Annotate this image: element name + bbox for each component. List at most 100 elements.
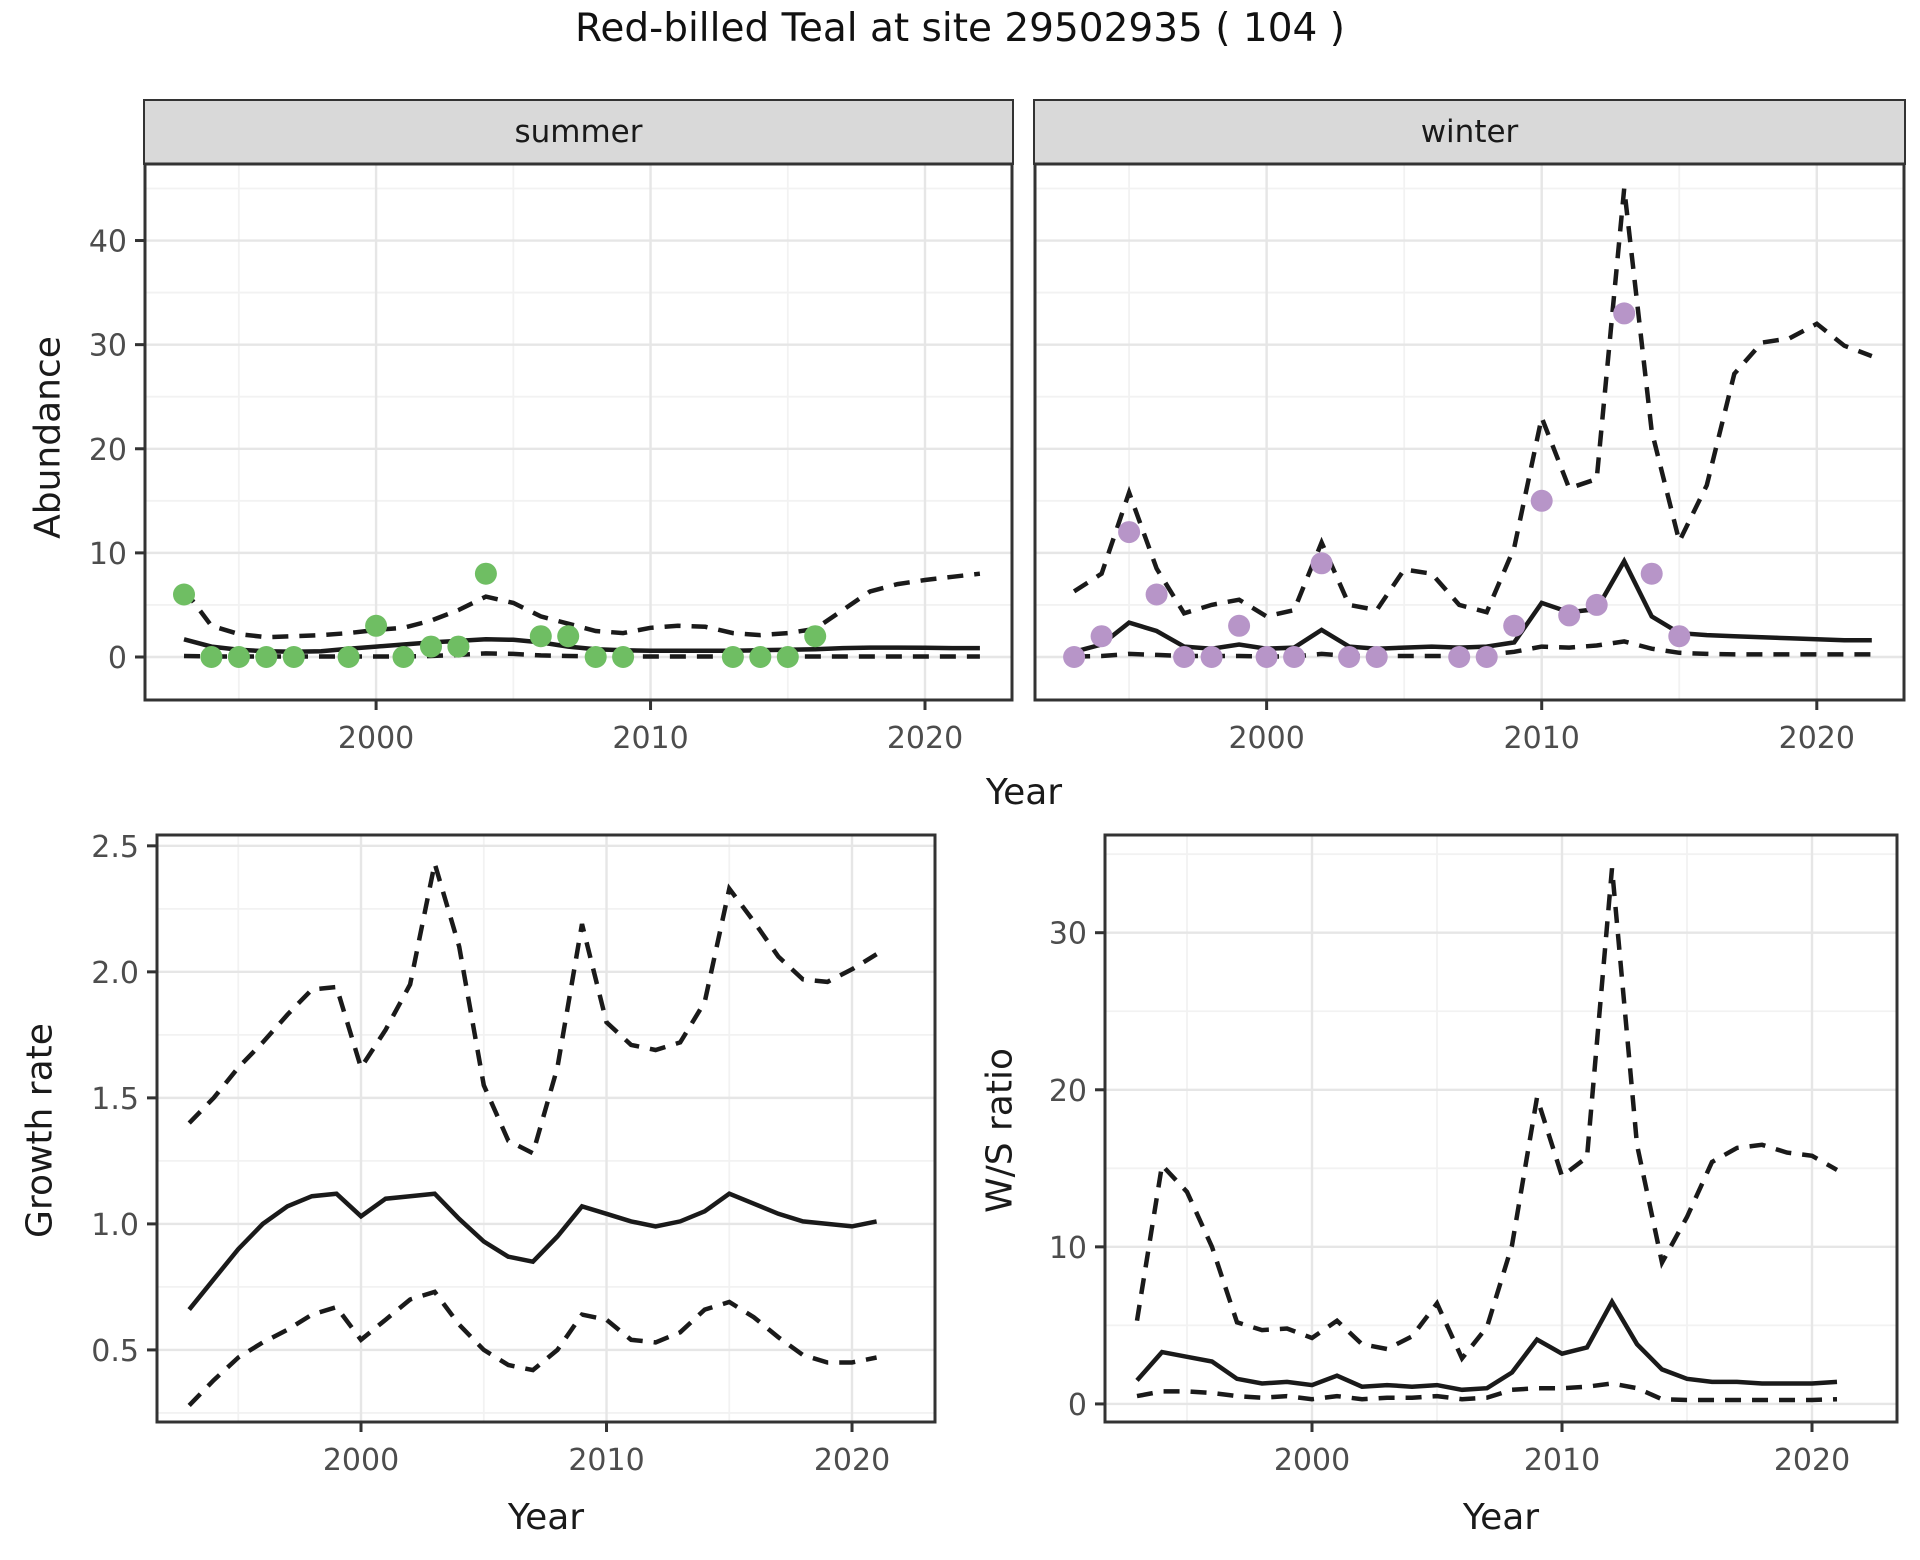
fitted_mean-line bbox=[1135, 1297, 1838, 1393]
axis-ticks: 2000 2010 2020 0.5 1.0 1.5 2.0 2.5 bbox=[91, 830, 890, 1478]
growth-rate-axis-label: Growth rate bbox=[19, 1023, 61, 1238]
axis-ticks: 2000 2010 2020 0 10 20 30 bbox=[1049, 917, 1850, 1478]
grid-minor bbox=[145, 164, 1012, 700]
observed-point bbox=[365, 614, 388, 637]
panel-background bbox=[145, 164, 1012, 700]
abundance-axis-label: Abundance bbox=[27, 336, 69, 539]
observed-point bbox=[584, 646, 607, 668]
x-tick-label: 2000 bbox=[323, 1443, 399, 1478]
axis-ticks: 2000 2010 2020 0 10 20 30 40 bbox=[89, 225, 963, 756]
year-axis-label-top: Year bbox=[985, 772, 1063, 813]
x-tick-label: 2010 bbox=[568, 1443, 644, 1478]
winter-abundance-plot: 2000 2010 2020 bbox=[1033, 162, 1906, 756]
observed-point bbox=[337, 646, 360, 668]
x-tick-label: 2000 bbox=[338, 721, 414, 756]
observed-point bbox=[1338, 646, 1361, 668]
abundance-summer-svg: 2000 2010 2020 0 10 20 30 40 bbox=[89, 162, 1014, 756]
observed-point bbox=[1145, 583, 1168, 606]
observed-point bbox=[420, 635, 442, 658]
year-axis-label-ws: Year bbox=[1462, 1497, 1540, 1538]
observed-point bbox=[1173, 646, 1196, 668]
lower_ci-line bbox=[1136, 1381, 1838, 1403]
grid-major bbox=[157, 835, 935, 1422]
observed-point bbox=[1063, 646, 1086, 668]
y-tick-label: 30 bbox=[1049, 917, 1087, 952]
observed-point bbox=[749, 646, 772, 668]
observed-point bbox=[227, 646, 250, 668]
panel-border bbox=[1103, 833, 1899, 1424]
upper_ci-line bbox=[1072, 188, 1873, 619]
observed-point bbox=[1200, 646, 1223, 668]
x-tick-label: 2000 bbox=[1274, 1443, 1350, 1478]
growth-rate-plot: 2000 2010 2020 0.5 1.0 1.5 2.0 2.5 bbox=[91, 830, 937, 1478]
grid-minor bbox=[157, 835, 935, 1422]
panel-background bbox=[157, 835, 935, 1422]
observed-point bbox=[1090, 625, 1113, 648]
observed-point bbox=[392, 646, 415, 668]
observed-point bbox=[1558, 604, 1581, 627]
observed-point bbox=[529, 625, 552, 648]
y-tick-label: 30 bbox=[89, 329, 127, 364]
observed-point bbox=[1585, 593, 1608, 616]
observed-point bbox=[255, 646, 278, 668]
observed-point bbox=[1613, 302, 1636, 325]
observed-point bbox=[1668, 625, 1691, 648]
observed-point bbox=[447, 635, 470, 658]
observed-point bbox=[1448, 646, 1471, 668]
x-tick-label: 2020 bbox=[887, 721, 963, 756]
observed-point bbox=[776, 646, 799, 668]
y-tick-label: 0 bbox=[1068, 1388, 1087, 1423]
observed-point bbox=[200, 646, 223, 668]
y-tick-label: 0.5 bbox=[91, 1334, 139, 1369]
year-axis-label-growth: Year bbox=[507, 1497, 585, 1538]
observed-point bbox=[1530, 489, 1553, 512]
x-tick-label: 2010 bbox=[1524, 1443, 1600, 1478]
observed-point bbox=[1255, 646, 1278, 668]
upper_ci-line bbox=[187, 862, 878, 1157]
observed-point bbox=[1475, 646, 1498, 668]
grid-major bbox=[1105, 835, 1897, 1422]
x-tick-label: 2020 bbox=[1779, 721, 1855, 756]
observed-point bbox=[804, 625, 827, 648]
fitted_mean-line bbox=[187, 1191, 878, 1312]
facet-strip-summer-label: summer bbox=[514, 114, 643, 150]
lower_ci-line bbox=[183, 651, 980, 659]
chart-title: Red-billed Teal at site 29502935 ( 104 ) bbox=[575, 6, 1345, 51]
ws-ratio-axis-label: W/S ratio bbox=[979, 1047, 1021, 1214]
x-tick-label: 2000 bbox=[1228, 721, 1304, 756]
upper_ci-line bbox=[1134, 868, 1839, 1363]
observed-point bbox=[1118, 521, 1141, 544]
summer-abundance-plot: 2000 2010 2020 0 10 20 30 40 bbox=[89, 162, 1014, 756]
upper_ci-line bbox=[182, 571, 981, 640]
facet-strip-summer: summer bbox=[143, 99, 1014, 165]
observed-point bbox=[474, 562, 497, 585]
y-tick-label: 40 bbox=[89, 225, 127, 260]
x-tick-label: 2010 bbox=[612, 721, 688, 756]
y-tick-label: 1.5 bbox=[91, 1082, 139, 1117]
x-tick-label: 2020 bbox=[1774, 1443, 1850, 1478]
observed-point bbox=[1365, 646, 1388, 668]
y-tick-label: 10 bbox=[89, 537, 127, 572]
observed-point bbox=[721, 646, 744, 668]
grid-minor bbox=[1035, 164, 1904, 700]
y-tick-label: 2.0 bbox=[91, 956, 139, 991]
y-tick-label: 2.5 bbox=[91, 830, 139, 865]
ws-ratio-plot: 2000 2010 2020 0 10 20 30 bbox=[1049, 833, 1899, 1478]
y-tick-label: 10 bbox=[1049, 1231, 1087, 1266]
abundance-winter-svg: 2000 2010 2020 bbox=[1033, 162, 1906, 756]
y-tick-label: 0 bbox=[108, 641, 127, 676]
observed-point bbox=[282, 646, 305, 668]
facet-strip-winter: winter bbox=[1033, 99, 1906, 165]
growth-rate-svg: 2000 2010 2020 0.5 1.0 1.5 2.0 2.5 bbox=[91, 830, 937, 1478]
facet-strip-winter-label: winter bbox=[1420, 114, 1519, 150]
observed-counts-winter bbox=[1063, 302, 1691, 668]
panel-background bbox=[1105, 835, 1897, 1422]
axis-ticks: 2000 2010 2020 bbox=[1228, 700, 1855, 756]
lower_ci-line bbox=[187, 1289, 878, 1407]
x-tick-label: 2020 bbox=[814, 1443, 890, 1478]
observed-point bbox=[612, 646, 635, 668]
observed-point bbox=[1503, 614, 1526, 637]
panel-border bbox=[1033, 162, 1906, 702]
panel-border bbox=[155, 833, 937, 1424]
